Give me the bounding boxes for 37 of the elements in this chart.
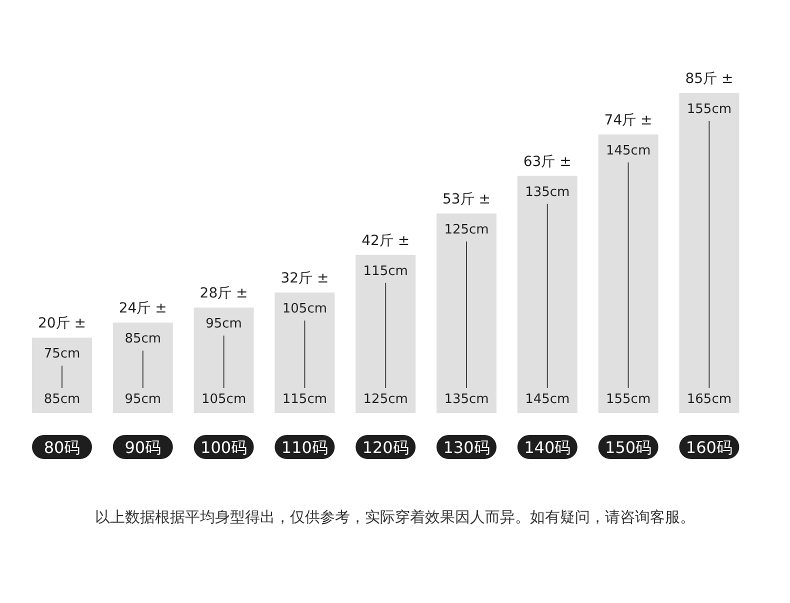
x-tick-label: 160码 [686, 438, 732, 457]
x-tick-label: 110码 [281, 438, 328, 457]
annotation: 145cm [606, 143, 651, 158]
data-label: 74斤 ± [604, 112, 652, 128]
x-tick-label: 120码 [362, 438, 409, 457]
x-tick-label: 140码 [524, 438, 571, 457]
text: 以上数据根据平均身型得出，仅供参考，实际穿着效果因人而异。如有疑问，请咨询客服。 [95, 508, 695, 526]
data-label: 24斤 ± [118, 300, 167, 317]
annotation: 125cm [444, 222, 489, 238]
data-label: 28斤 ± [200, 286, 248, 302]
data-label: 85斤 ± [685, 71, 734, 87]
annotation: 95cm [206, 316, 242, 332]
annotation: 75cm [44, 346, 80, 362]
annotation: 85cm [124, 332, 162, 347]
annotation: 105cm [201, 392, 246, 407]
data-label: 53斤 ± [442, 191, 490, 208]
data-label: 63斤 ± [523, 154, 572, 170]
annotation: 115cm [363, 264, 408, 279]
x-tick-label: 130码 [443, 438, 490, 457]
data-label: 32斤 ± [280, 270, 329, 287]
annotation: 85cm [44, 392, 80, 407]
x-tick-label: 90码 [124, 438, 162, 457]
annotation: 165cm [686, 392, 732, 407]
annotation: 145cm [525, 392, 570, 407]
data-label: 42斤 ± [362, 232, 410, 249]
data-label: 20斤 ± [38, 316, 86, 332]
annotation: 125cm [363, 392, 408, 407]
annotation: 135cm [525, 184, 570, 200]
annotation: 105cm [282, 302, 328, 317]
x-tick-label: 150码 [605, 438, 652, 457]
annotation: 135cm [444, 392, 489, 407]
x-tick-label: 80码 [44, 438, 80, 457]
x-tick-label: 100码 [200, 438, 248, 457]
annotation: 115cm [282, 392, 328, 407]
annotation: 155cm [686, 102, 732, 117]
annotation: 155cm [606, 392, 651, 407]
annotation: 95cm [124, 392, 162, 407]
